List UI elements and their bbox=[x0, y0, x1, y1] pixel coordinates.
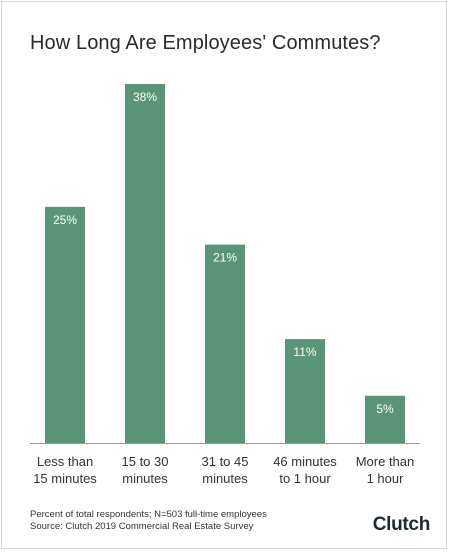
x-tick-label-5-line-1: More than bbox=[356, 454, 415, 469]
chart-footnote: Percent of total respondents; N=503 full… bbox=[30, 509, 267, 533]
x-tick-label-2-line-2: minutes bbox=[122, 471, 168, 486]
x-tick-label-4-line-2: to 1 hour bbox=[279, 471, 331, 486]
bar-2 bbox=[125, 84, 165, 443]
bar-value-label-1: 25% bbox=[53, 213, 77, 227]
bar-5 bbox=[365, 395, 405, 443]
x-tick-label-1-line-2: 15 minutes bbox=[33, 471, 97, 486]
bar-1 bbox=[45, 206, 85, 443]
x-tick-label-5-line-2: 1 hour bbox=[367, 471, 405, 486]
bar-value-label-5: 5% bbox=[376, 402, 394, 416]
x-tick-label-3-line-2: minutes bbox=[202, 471, 248, 486]
bar-value-label-3: 21% bbox=[213, 251, 237, 265]
footnote-respondents: Percent of total respondents; N=503 full… bbox=[30, 509, 267, 520]
bar-3 bbox=[205, 244, 245, 443]
footnote-source: Source: Clutch 2019 Commercial Real Esta… bbox=[30, 521, 254, 532]
chart-title: How Long Are Employees' Commutes? bbox=[30, 32, 381, 54]
bar-value-label-2: 38% bbox=[133, 90, 157, 104]
bar-value-label-4: 11% bbox=[293, 345, 316, 359]
x-tick-label-2-line-1: 15 to 30 bbox=[122, 454, 169, 469]
x-tick-label-3-line-1: 31 to 45 bbox=[202, 454, 249, 469]
x-tick-label-4-line-1: 46 minutes bbox=[273, 454, 337, 469]
clutch-logo: Clutch bbox=[372, 514, 431, 535]
bar-4 bbox=[285, 339, 325, 443]
x-tick-label-1-line-1: Less than bbox=[37, 454, 93, 469]
